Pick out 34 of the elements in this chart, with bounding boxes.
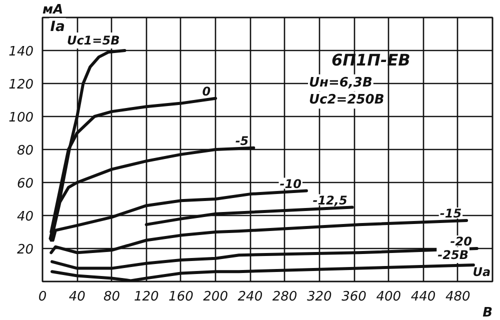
x-axis-title: Uа xyxy=(472,265,491,280)
series-label: 0 xyxy=(202,84,211,98)
y-tick-label: 120 xyxy=(8,78,34,92)
series-label: -15 xyxy=(440,206,462,220)
y-tick-label: 40 xyxy=(16,210,34,224)
y-tick-label: 60 xyxy=(16,176,34,192)
series-label: -25В xyxy=(438,248,468,262)
x-tick-label: 360 xyxy=(342,290,366,304)
x-tick-label: 480 xyxy=(445,290,470,304)
y-tick-label: 20 xyxy=(16,242,34,258)
annotation: мА xyxy=(42,2,64,18)
x-tick-label: 400 xyxy=(376,290,402,304)
annotation: Uс2=250В xyxy=(309,92,384,108)
series-label: -20 xyxy=(450,234,472,248)
x-tick-label: 120 xyxy=(134,290,159,304)
x-tick-label: 160 xyxy=(168,290,194,304)
y-tick-label: 140 xyxy=(8,44,34,60)
x-tick-label: 0 xyxy=(38,290,47,304)
series-label: -10 xyxy=(280,176,302,191)
annotation: Uн=6,3В xyxy=(309,75,372,90)
x-tick-label: 240 xyxy=(238,290,263,304)
series-label: -12,5 xyxy=(312,193,348,208)
x-tick-label: 440 xyxy=(410,290,436,304)
x-tick-label: 280 xyxy=(272,290,298,304)
x-tick-label: 40 xyxy=(68,290,86,304)
y-axis-title: Iа xyxy=(50,18,65,35)
x-tick-label: 200 xyxy=(203,290,228,304)
x-tick-label: 80 xyxy=(103,290,120,304)
y-tick-label: 80 xyxy=(16,144,34,158)
series-label: Uc1=5В xyxy=(66,34,120,48)
y-tick-label: 100 xyxy=(8,110,34,126)
x-tick-label: 320 xyxy=(307,290,332,304)
series-label: -5 xyxy=(235,134,249,148)
text: В xyxy=(482,306,493,320)
